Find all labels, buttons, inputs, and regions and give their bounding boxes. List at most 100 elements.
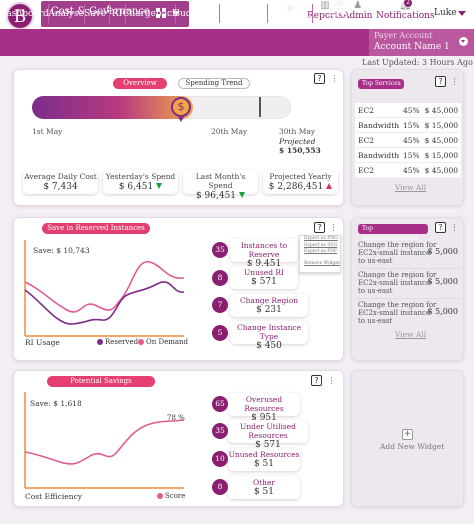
- count-badge: 35: [212, 242, 228, 258]
- count-badge: 35: [212, 423, 228, 439]
- grid-icon: [156, 8, 167, 19]
- start-date: 1st May: [32, 127, 63, 136]
- recommendation-item[interactable]: Change the region for EC2x-small instance…: [358, 301, 458, 325]
- nav-ri[interactable]: RI: [111, 8, 123, 19]
- count-badge: 5: [212, 325, 228, 341]
- add-icon[interactable]: +: [402, 429, 413, 440]
- card-instances-to-reserve[interactable]: Instances to Reserve $ 9,451: [230, 239, 298, 269]
- recommendation-item[interactable]: Change the region for EC2x-small instance…: [358, 241, 458, 265]
- more-options-icon[interactable]: ⋮: [450, 223, 459, 232]
- view-all-recommendations-link[interactable]: View All: [395, 330, 427, 339]
- tab-spending-trend[interactable]: Spending Trend: [178, 78, 250, 89]
- menu-item-export-pdf[interactable]: Export as PDF: [304, 249, 337, 254]
- history-icon: ⟲: [335, 0, 343, 8]
- reserved-instances-title: Save in Reserved Instances: [42, 223, 150, 234]
- score-series: [24, 419, 185, 465]
- reserved-series: [24, 281, 185, 325]
- current-date-pin: [178, 117, 184, 122]
- table-row: Bandwidth 15% $ 15,000: [355, 148, 461, 163]
- menu-item-export-png[interactable]: Export as PNG: [304, 236, 338, 241]
- table-row: EC2 45% $ 45,000: [355, 163, 461, 178]
- card-other[interactable]: Other $ 51: [228, 476, 300, 499]
- trend-up-icon: [326, 183, 333, 189]
- more-options-icon[interactable]: ⋮: [450, 77, 459, 86]
- card-unused-ri[interactable]: Unused RI $ 571: [230, 266, 298, 289]
- legend-reserved: Reserved: [97, 338, 138, 346]
- trend-down-icon: [156, 183, 163, 189]
- nav-divider: [219, 4, 220, 23]
- chevron-down-icon[interactable]: [458, 11, 466, 16]
- table-row: EC2 45% $ 45,000: [355, 133, 461, 148]
- notifications-link[interactable]: 🔔︎ 2 Notifications: [376, 0, 435, 21]
- reports-link[interactable]: ▥ Reports: [307, 0, 343, 22]
- menu-item-export-svg[interactable]: Export as SVG: [304, 242, 338, 248]
- reserved-save-label: Save: $ 10,743: [33, 246, 90, 255]
- chevron-down-icon: [172, 11, 180, 16]
- top-recommendations-panel: [351, 217, 464, 361]
- efficiency-percent-label: 78 %: [167, 414, 185, 422]
- projected-marker: [259, 97, 261, 117]
- nav-divider: [48, 4, 49, 23]
- stat-average-daily-cost: Average Daily Cost $ 7,434: [23, 170, 98, 194]
- help-icon[interactable]: ?: [435, 222, 446, 233]
- card-unused-resources[interactable]: Unused Resources $ 51: [228, 448, 300, 471]
- brand-logo[interactable]: B: [6, 2, 34, 30]
- trend-down-icon: [239, 192, 246, 198]
- legend-on-demand: On Demand: [138, 338, 188, 346]
- end-date: 30th May: [279, 127, 316, 136]
- nav-dashboard[interactable]: Dashboard: [0, 8, 49, 19]
- divider: [355, 268, 461, 269]
- card-under-utilised-resources[interactable]: Under Utilised Resources $ 571: [228, 420, 308, 450]
- count-badge: 7: [212, 297, 228, 313]
- count-badge: 8: [212, 479, 228, 495]
- view-all-services-link[interactable]: View All: [395, 183, 427, 192]
- on-demand-series: [24, 261, 185, 313]
- nav-divider: [84, 4, 85, 23]
- divider: [355, 298, 461, 299]
- stat-yesterdays-spend: Yesterday's Spend $ 6,451: [103, 170, 178, 194]
- help-icon[interactable]: ?: [435, 76, 446, 87]
- nav-budgeting[interactable]: Budgeting: [173, 8, 221, 19]
- recommendation-item[interactable]: Change the region for EC2x-small instance…: [358, 271, 458, 295]
- admin-link[interactable]: ♟ Admin: [343, 0, 373, 22]
- nav-divider: [175, 4, 176, 23]
- more-options-icon[interactable]: ⋮: [327, 376, 336, 385]
- nav-divider: [109, 4, 110, 23]
- nav-analyse[interactable]: Analyse: [48, 8, 84, 19]
- cost-efficiency-chart: [24, 392, 185, 489]
- top-recommendations-title: Top Recommendations: [358, 224, 428, 242]
- ri-usage-label: RI Usage: [25, 338, 60, 347]
- app-selector[interactable]: Cost & Governance: [41, 1, 189, 27]
- more-options-icon[interactable]: ⋮: [330, 74, 339, 83]
- admin-icon: ♟: [353, 0, 363, 11]
- nav-divider: [312, 4, 313, 23]
- help-icon[interactable]: ?: [314, 222, 325, 233]
- more-options-icon[interactable]: ⋮: [329, 223, 338, 232]
- user-menu[interactable]: Luke: [434, 8, 457, 18]
- ri-usage-chart: [24, 240, 185, 337]
- card-overused-resources[interactable]: Overused Resources $ 951: [228, 393, 300, 423]
- help-icon[interactable]: ?: [314, 73, 325, 84]
- app-title: Cost & Governance: [51, 6, 150, 17]
- help-icon[interactable]: ?: [311, 375, 322, 386]
- nav-chargeback[interactable]: Chargeback: [122, 8, 178, 19]
- card-change-instance-type[interactable]: Change Instance Type $ 450: [230, 321, 308, 351]
- dollar-icon: $: [171, 97, 191, 117]
- payer-account-selector[interactable]: Payer Account Account Name 1: [369, 29, 474, 56]
- projected-value: $ 150,553: [279, 146, 321, 155]
- table-row: EC2 45% $ 45,000: [355, 103, 461, 118]
- save-badge: 2: [107, 4, 111, 13]
- projected-label: Projected: [279, 137, 316, 146]
- cost-efficiency-label: Cost Efficiency: [25, 492, 83, 501]
- card-change-region[interactable]: Change Region $ 231: [230, 294, 308, 317]
- tab-overview[interactable]: Overview: [113, 78, 167, 89]
- nav-save[interactable]: Save 2: [84, 0, 111, 27]
- nav-save-history[interactable]: ⟲ Save History: [322, 0, 356, 29]
- widget-options-menu: Export as PNG Export as SVG Export as PD…: [299, 235, 341, 273]
- nav-configure[interactable]: ⚙ Configure: [267, 3, 313, 24]
- add-widget-label[interactable]: Add New Widget: [380, 442, 445, 451]
- notification-badge: 2: [404, 0, 412, 7]
- potential-savings-title: Potential Savings: [47, 376, 155, 387]
- menu-item-remove-widget[interactable]: Remove Widget: [304, 260, 340, 266]
- nav-reseller-invoices[interactable]: Reseller Invoices: [220, 3, 258, 24]
